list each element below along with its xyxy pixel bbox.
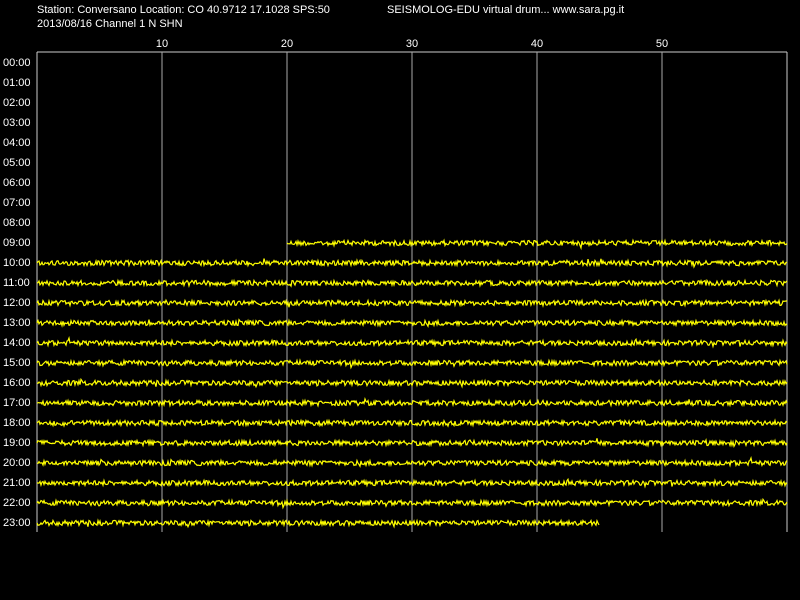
trace: [286, 238, 788, 251]
trace: [36, 336, 788, 349]
row-label: 22:00: [3, 497, 31, 509]
trace: [37, 477, 788, 489]
row-label: 07:00: [3, 197, 31, 209]
trace: [36, 358, 788, 370]
row-label: 16:00: [3, 377, 31, 389]
trace: [36, 497, 788, 510]
row-label: 09:00: [3, 237, 31, 249]
row-label: 00:00: [3, 57, 31, 69]
row-label: 17:00: [3, 397, 31, 409]
trace: [36, 456, 788, 468]
row-label: 20:00: [3, 457, 31, 469]
row-label: 05:00: [3, 157, 31, 169]
x-tick-label: 10: [156, 38, 168, 50]
row-label: 19:00: [3, 437, 31, 449]
trace: [36, 258, 788, 269]
row-label: 10:00: [3, 257, 31, 269]
row-label: 21:00: [3, 477, 31, 489]
row-label: 12:00: [3, 297, 31, 309]
row-label: 13:00: [3, 317, 31, 329]
x-tick-label: 50: [656, 38, 668, 50]
chart-subtitle: SEISMOLOG-EDU virtual drum... www.sara.p…: [387, 4, 624, 16]
trace: [36, 518, 600, 529]
trace: [36, 418, 788, 428]
row-label: 15:00: [3, 357, 31, 369]
row-label: 11:00: [3, 277, 30, 289]
x-tick-label: 40: [531, 38, 543, 50]
trace: [36, 278, 788, 288]
trace: [36, 437, 788, 449]
row-label: 14:00: [3, 337, 31, 349]
trace: [36, 396, 788, 408]
trace: [36, 298, 788, 309]
row-label: 03:00: [3, 117, 31, 129]
trace: [36, 377, 788, 389]
row-label: 18:00: [3, 417, 31, 429]
row-label: 01:00: [3, 77, 31, 89]
row-label: 23:00: [3, 517, 31, 529]
x-tick-label: 20: [281, 38, 293, 50]
trace: [36, 318, 788, 328]
row-label: 08:00: [3, 217, 31, 229]
row-label: 04:00: [3, 137, 31, 149]
x-tick-label: 30: [406, 38, 418, 50]
row-label: 02:00: [3, 97, 31, 109]
row-label: 06:00: [3, 177, 31, 189]
chart-caption: 2013/08/16 Channel 1 N SHN: [37, 18, 183, 30]
chart-title: Station: Conversano Location: CO 40.9712…: [37, 4, 330, 16]
